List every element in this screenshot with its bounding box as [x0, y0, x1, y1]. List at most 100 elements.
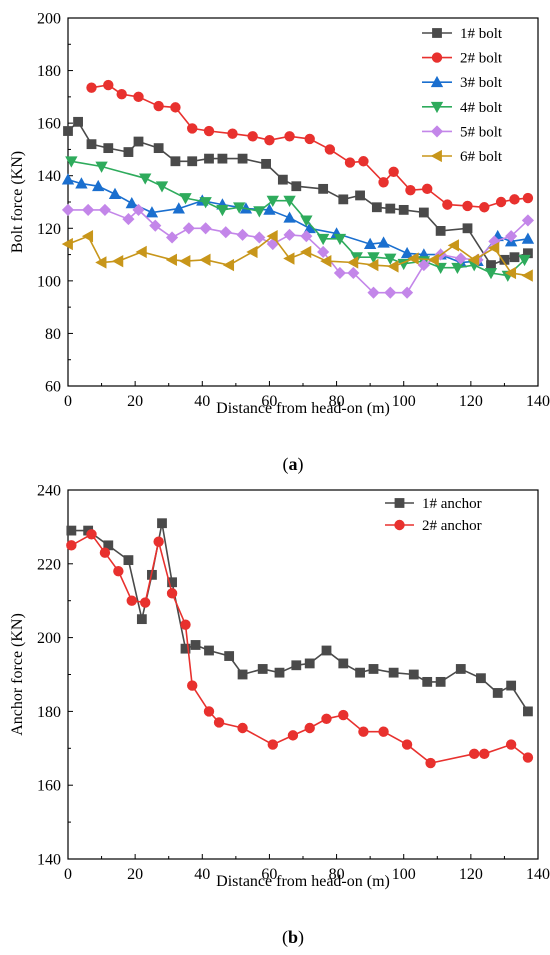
data-point: [447, 239, 459, 252]
data-point: [455, 664, 466, 674]
data-point: [123, 147, 134, 157]
data-point: [506, 680, 517, 691]
data-point: [521, 214, 534, 227]
data-point: [86, 139, 97, 150]
data-point: [233, 202, 246, 214]
x-tick-label: 60: [261, 866, 277, 883]
data-point: [165, 253, 177, 267]
data-point: [170, 102, 181, 113]
legend-label: 1# anchor: [422, 496, 482, 512]
data-point: [304, 722, 315, 734]
data-point: [384, 253, 397, 265]
data-point: [338, 194, 349, 205]
data-point: [291, 660, 302, 671]
x-axis-label: Distance from head-on (m): [216, 873, 390, 890]
y-tick-label: 160: [37, 116, 61, 133]
data-point: [266, 195, 279, 208]
data-point: [358, 156, 369, 167]
x-tick-label: 40: [194, 866, 210, 883]
series-line: [71, 533, 529, 764]
data-point: [217, 153, 228, 164]
y-tick-label: 220: [37, 556, 61, 573]
data-point: [95, 161, 108, 173]
data-point: [304, 658, 315, 669]
data-point: [442, 199, 453, 210]
data-point: [422, 676, 433, 687]
x-tick-label: 140: [526, 393, 550, 410]
data-point: [388, 166, 399, 177]
data-point: [522, 192, 534, 204]
data-point: [355, 190, 365, 201]
data-point: [204, 153, 214, 164]
data-point: [347, 256, 359, 269]
data-point: [377, 236, 390, 248]
x-axis-label: Distance from head-on (m): [216, 400, 390, 417]
data-point: [157, 518, 167, 529]
x-tick-label: 80: [329, 866, 345, 883]
data-point: [199, 222, 212, 235]
data-point: [284, 131, 295, 142]
data-point: [367, 286, 380, 299]
legend-label: 4# bolt: [460, 100, 503, 116]
data-point: [479, 202, 490, 213]
legend-entry: 4# bolt: [422, 100, 503, 116]
chart-panel-b: 0 20 40 60 80 100 120 140 140 160 180 200 220 240 Dist…: [9, 483, 550, 949]
data-point: [95, 256, 107, 269]
y-tick-label: 100: [37, 273, 61, 290]
data-point: [317, 245, 330, 259]
data-point: [321, 645, 332, 656]
legend-label: 1# bolt: [460, 26, 503, 42]
legend-label: 2# anchor: [422, 518, 482, 534]
data-point: [388, 667, 399, 678]
data-point: [504, 266, 517, 280]
data-point: [462, 200, 473, 212]
data-point: [274, 667, 285, 678]
series-5-bolt: [61, 203, 534, 299]
data-point: [425, 757, 436, 769]
data-point: [253, 231, 266, 244]
data-point: [266, 229, 278, 243]
legend-marker: [394, 498, 405, 508]
data-point: [338, 709, 349, 721]
data-point: [125, 196, 138, 209]
data-point: [247, 131, 258, 142]
data-point: [66, 540, 77, 551]
data-point: [283, 252, 295, 265]
data-point: [222, 258, 235, 272]
data-point: [417, 259, 430, 272]
data-point: [116, 89, 127, 100]
data-point: [190, 640, 201, 650]
data-point: [182, 222, 195, 235]
data-point: [63, 126, 73, 136]
data-point: [166, 231, 179, 244]
data-point: [65, 156, 78, 168]
legend-marker: [430, 75, 444, 88]
series-2-bolt: [86, 79, 534, 213]
data-point: [408, 669, 419, 680]
data-point: [113, 565, 124, 577]
legend-entry: 5# bolt: [422, 124, 503, 140]
data-point: [488, 241, 500, 255]
data-point: [167, 577, 177, 588]
data-point: [236, 228, 249, 241]
y-tick-label: 160: [37, 778, 61, 795]
data-point: [371, 202, 382, 213]
data-point: [316, 233, 330, 246]
x-tick-label: 20: [127, 866, 143, 883]
data-point: [479, 748, 490, 760]
data-point: [155, 181, 169, 193]
legend-label: 5# bolt: [460, 124, 503, 140]
data-point: [427, 253, 439, 267]
x-tick-label: 100: [392, 866, 416, 883]
legend-marker: [430, 101, 444, 114]
data-point: [418, 207, 429, 218]
data-point: [469, 748, 480, 760]
legend-entry: 1# bolt: [422, 26, 503, 42]
legend-entry: 2# bolt: [422, 51, 503, 67]
data-point: [61, 173, 75, 185]
data-point: [126, 595, 137, 606]
x-tick-label: 60: [261, 393, 277, 410]
data-point: [300, 245, 312, 259]
data-point: [291, 181, 302, 192]
data-point: [216, 204, 229, 217]
